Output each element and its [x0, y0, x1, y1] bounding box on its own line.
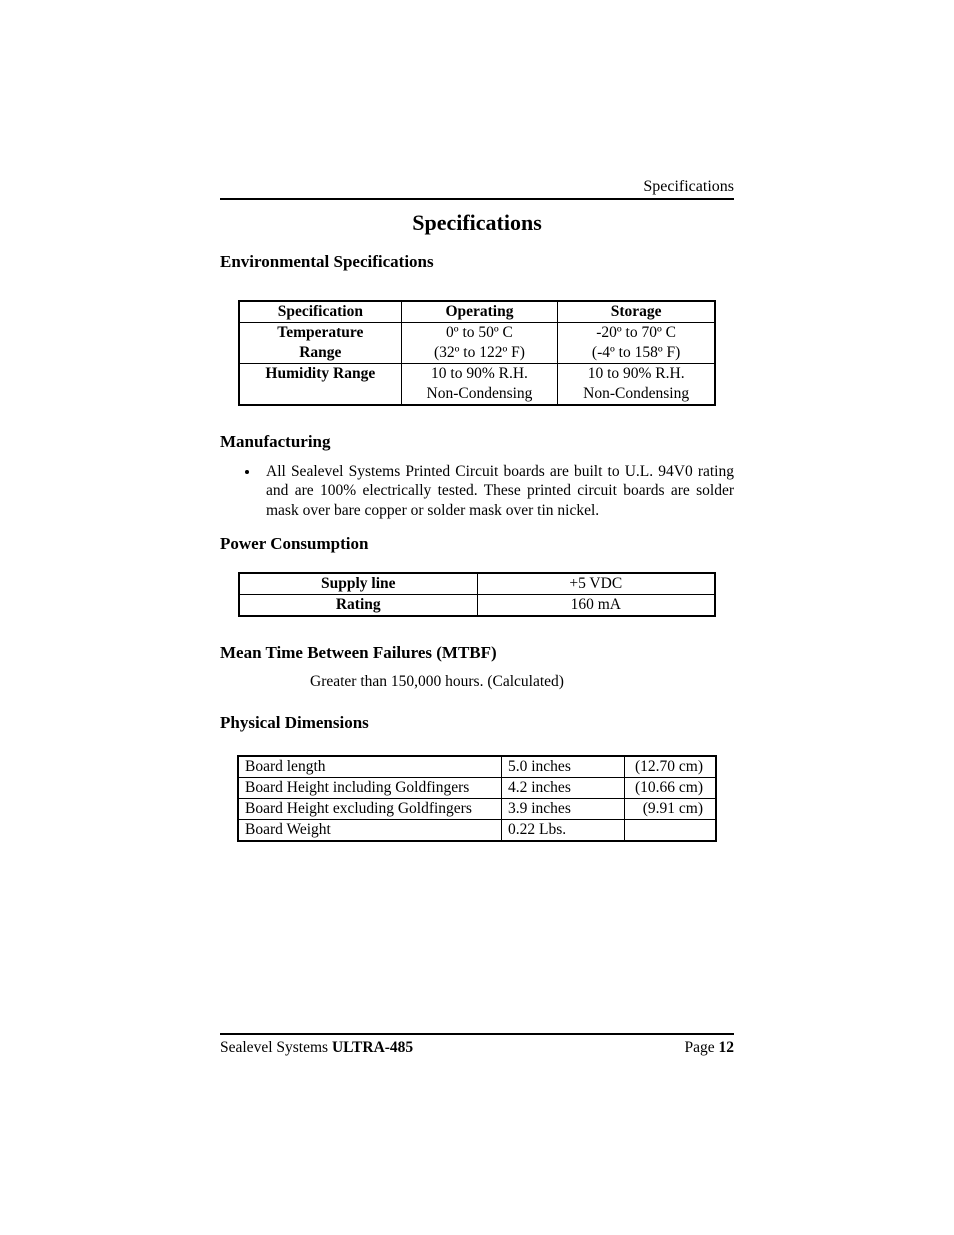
header-section-label: Specifications: [220, 178, 734, 200]
heading-manufacturing: Manufacturing: [220, 432, 734, 452]
table-row: Humidity Range 10 to 90% R.H. 10 to 90% …: [239, 364, 715, 385]
table-row: Specification Operating Storage: [239, 301, 715, 323]
cell-temp-operating-f: (32º to 122º F): [401, 343, 558, 364]
footer-right: Page 12: [684, 1039, 734, 1057]
power-supply-label: Supply line: [239, 573, 477, 595]
phys-val2-0: (12.70 cm): [625, 756, 717, 778]
row-label-humidity-blank: [239, 384, 401, 405]
col-header-spec: Specification: [239, 301, 401, 323]
physical-table: Board length 5.0 inches (12.70 cm) Board…: [237, 755, 717, 842]
cell-humidity-operating-2: Non-Condensing: [401, 384, 558, 405]
manufacturing-bullet: All Sealevel Systems Printed Circuit boa…: [260, 462, 734, 520]
phys-label-0: Board length: [238, 756, 502, 778]
power-supply-value: +5 VDC: [477, 573, 715, 595]
table-row: Supply line +5 VDC: [239, 573, 715, 595]
manufacturing-list: All Sealevel Systems Printed Circuit boa…: [220, 462, 734, 520]
row-label-temperature-2: Range: [239, 343, 401, 364]
power-rating-label: Rating: [239, 595, 477, 617]
col-header-storage: Storage: [558, 301, 715, 323]
heading-mtbf: Mean Time Between Failures (MTBF): [220, 643, 734, 663]
row-label-humidity: Humidity Range: [239, 364, 401, 385]
table-row: Board Height including Goldfingers 4.2 i…: [238, 778, 716, 799]
phys-val1-3: 0.22 Lbs.: [502, 820, 625, 842]
footer-company: Sealevel Systems: [220, 1039, 332, 1056]
phys-label-3: Board Weight: [238, 820, 502, 842]
power-rating-value: 160 mA: [477, 595, 715, 617]
cell-humidity-storage-2: Non-Condensing: [558, 384, 715, 405]
phys-label-1: Board Height including Goldfingers: [238, 778, 502, 799]
phys-val2-1: (10.66 cm): [625, 778, 717, 799]
cell-temp-operating-c: 0º to 50º C: [401, 323, 558, 344]
cell-temp-storage-c: -20º to 70º C: [558, 323, 715, 344]
table-row: Non-Condensing Non-Condensing: [239, 384, 715, 405]
phys-val1-2: 3.9 inches: [502, 799, 625, 820]
table-row: Range (32º to 122º F) (-4º to 158º F): [239, 343, 715, 364]
phys-val1-0: 5.0 inches: [502, 756, 625, 778]
table-row: Temperature 0º to 50º C -20º to 70º C: [239, 323, 715, 344]
phys-val2-3: [625, 820, 717, 842]
col-header-operating: Operating: [401, 301, 558, 323]
cell-humidity-storage-1: 10 to 90% R.H.: [558, 364, 715, 385]
phys-label-2: Board Height excluding Goldfingers: [238, 799, 502, 820]
table-row: Board Weight 0.22 Lbs.: [238, 820, 716, 842]
table-row: Rating 160 mA: [239, 595, 715, 617]
environmental-table: Specification Operating Storage Temperat…: [238, 300, 716, 406]
heading-environmental: Environmental Specifications: [220, 252, 734, 272]
phys-val1-1: 4.2 inches: [502, 778, 625, 799]
row-label-temperature: Temperature: [239, 323, 401, 344]
table-row: Board Height excluding Goldfingers 3.9 i…: [238, 799, 716, 820]
footer-left: Sealevel Systems ULTRA-485: [220, 1039, 413, 1056]
cell-humidity-operating-1: 10 to 90% R.H.: [401, 364, 558, 385]
power-table: Supply line +5 VDC Rating 160 mA: [238, 572, 716, 617]
table-row: Board length 5.0 inches (12.70 cm): [238, 756, 716, 778]
mtbf-text: Greater than 150,000 hours. (Calculated): [310, 673, 734, 691]
page-title: Specifications: [220, 210, 734, 236]
heading-power: Power Consumption: [220, 534, 734, 554]
phys-val2-2: (9.91 cm): [625, 799, 717, 820]
footer-page-label: Page: [684, 1039, 718, 1056]
page-footer: Sealevel Systems ULTRA-485 Page 12: [220, 1033, 734, 1057]
heading-physical: Physical Dimensions: [220, 713, 734, 733]
cell-temp-storage-f: (-4º to 158º F): [558, 343, 715, 364]
footer-product: ULTRA-485: [332, 1039, 413, 1056]
footer-page-number: 12: [719, 1039, 735, 1056]
